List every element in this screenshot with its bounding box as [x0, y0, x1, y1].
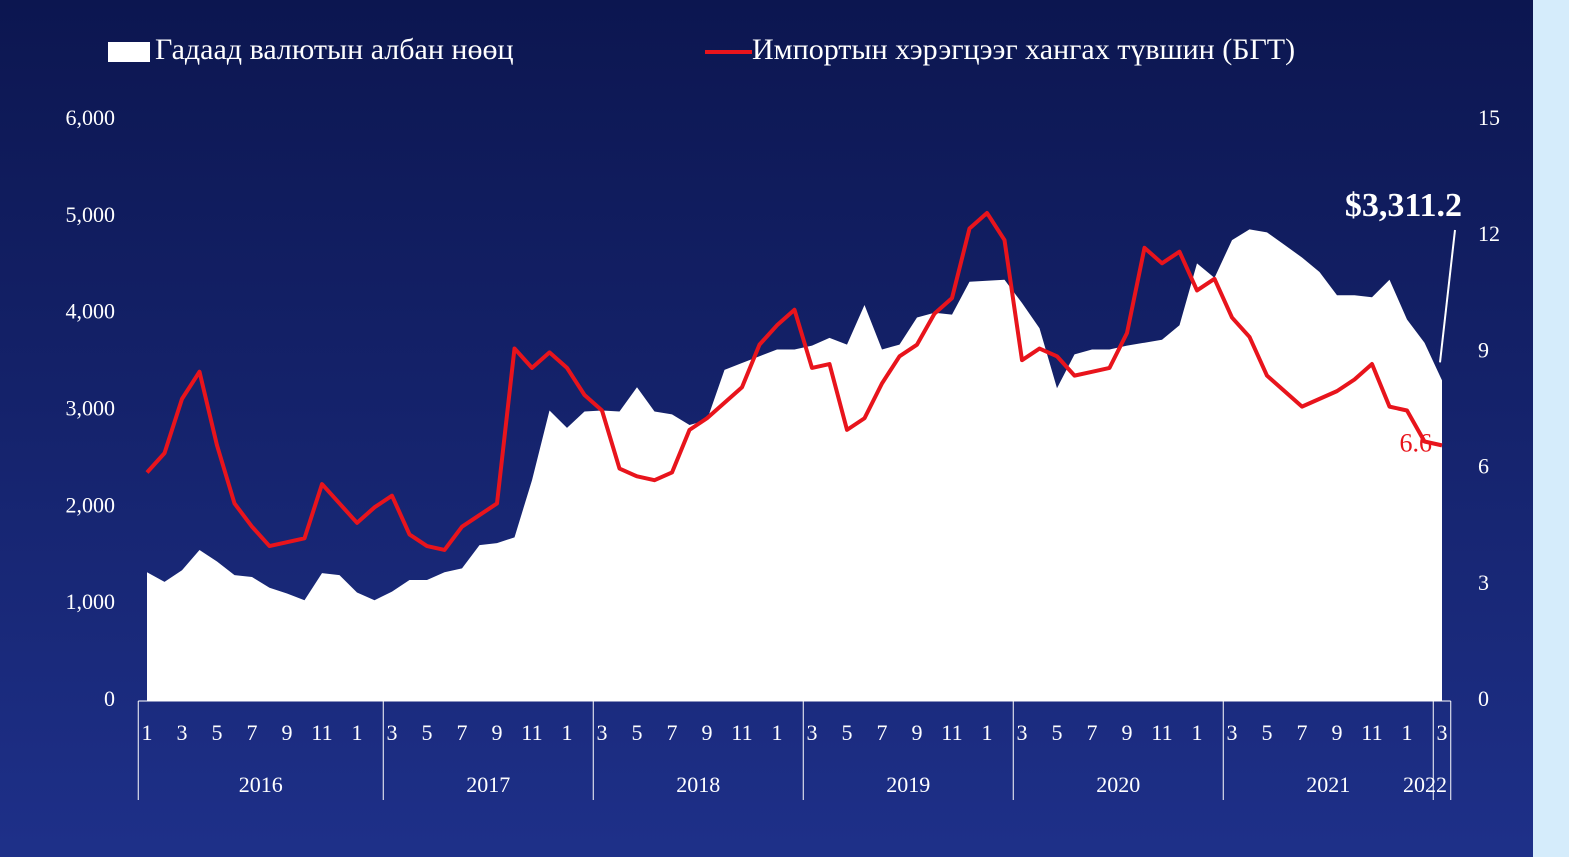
x-tick-label: 5 — [422, 720, 433, 745]
x-tick-label: 1 — [1402, 720, 1413, 745]
x-group-label: 2021 — [1306, 772, 1350, 797]
x-group-label: 2016 — [239, 772, 283, 797]
x-tick-label: 3 — [177, 720, 188, 745]
x-tick-label: 1 — [1192, 720, 1203, 745]
y2-tick-label: 15 — [1478, 105, 1500, 130]
x-tick-label: 9 — [702, 720, 713, 745]
y2-tick-label: 3 — [1478, 570, 1489, 595]
x-tick-label: 5 — [632, 720, 643, 745]
legend-swatch — [108, 42, 150, 62]
x-tick-label: 1 — [772, 720, 783, 745]
x-tick-label: 9 — [282, 720, 293, 745]
x-tick-label: 11 — [731, 720, 752, 745]
x-tick-label: 3 — [1227, 720, 1238, 745]
x-group-label: 2022 — [1403, 772, 1447, 797]
x-group-label: 2020 — [1096, 772, 1140, 797]
x-tick-label: 7 — [667, 720, 678, 745]
x-tick-label: 1 — [352, 720, 363, 745]
x-tick-label: 9 — [1122, 720, 1133, 745]
x-tick-label: 11 — [521, 720, 542, 745]
y2-tick-label: 12 — [1478, 221, 1500, 246]
x-tick-label: 11 — [1151, 720, 1172, 745]
leader-line — [1439, 229, 1456, 363]
x-group-label: 2018 — [676, 772, 720, 797]
x-tick-label: 3 — [387, 720, 398, 745]
x-tick-label: 3 — [807, 720, 818, 745]
x-tick-label: 11 — [1361, 720, 1382, 745]
x-group-label: 2017 — [466, 772, 510, 797]
x-tick-label: 5 — [1262, 720, 1273, 745]
x-group-label: 2019 — [886, 772, 930, 797]
x-tick-label: 5 — [1052, 720, 1063, 745]
y2-tick-label: 0 — [1478, 686, 1489, 711]
y-tick-label: 5,000 — [66, 202, 116, 227]
x-tick-label: 11 — [941, 720, 962, 745]
y-tick-label: 0 — [104, 686, 115, 711]
legend-label: Гадаад валютын албан нөөц — [155, 33, 514, 66]
y-tick-label: 3,000 — [66, 396, 116, 421]
line — [145, 210, 1443, 552]
x-tick-label: 9 — [492, 720, 503, 745]
x-tick-label: 1 — [142, 720, 153, 745]
area — [147, 229, 1442, 701]
value-label: $3,311.2 — [1345, 187, 1462, 224]
x-tick-label: 7 — [247, 720, 258, 745]
x-tick-label: 3 — [597, 720, 608, 745]
x-tick-label: 3 — [1017, 720, 1028, 745]
x-tick-label: 9 — [912, 720, 923, 745]
value-label: 6.6 — [1400, 428, 1433, 457]
x-tick-label: 3 — [1437, 720, 1448, 745]
y2-tick-label: 6 — [1478, 454, 1489, 479]
y-tick-label: 4,000 — [66, 299, 116, 324]
x-tick-label: 7 — [1297, 720, 1308, 745]
x-tick-label: 9 — [1332, 720, 1343, 745]
x-tick-label: 11 — [311, 720, 332, 745]
x-tick-label: 5 — [842, 720, 853, 745]
y-tick-label: 2,000 — [66, 492, 116, 517]
y2-tick-label: 9 — [1478, 337, 1489, 362]
x-tick-label: 1 — [982, 720, 993, 745]
x-tick-label: 7 — [877, 720, 888, 745]
x-tick-label: 1 — [562, 720, 573, 745]
y-tick-label: 6,000 — [66, 105, 116, 130]
x-tick-label: 5 — [212, 720, 223, 745]
legend-label: Импортын хэрэгцээг хангах түвшин (БГТ) — [752, 33, 1295, 66]
x-tick-label: 7 — [1087, 720, 1098, 745]
y-tick-label: 1,000 — [66, 589, 116, 614]
side-strip — [1533, 0, 1569, 857]
x-tick-label: 7 — [457, 720, 468, 745]
